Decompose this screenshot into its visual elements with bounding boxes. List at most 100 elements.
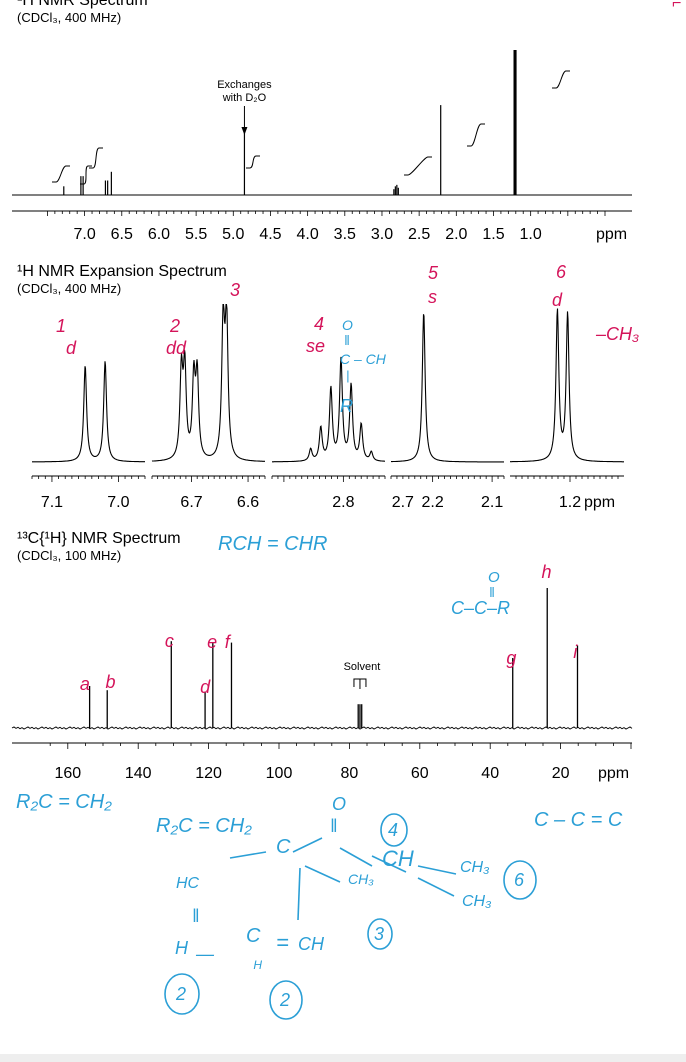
carbon-letter-c: c xyxy=(165,631,174,651)
h1-spectrum-plot: 7.0 6.5 6.0 5.5 5.0 4.5 4.0 3.5 3.0 2.5 2.0 1.5 1.0 p… xyxy=(12,50,632,243)
carbon-letter-a: a xyxy=(80,674,90,694)
structure-h-small: H xyxy=(250,958,265,972)
expansion-trace-3 xyxy=(272,356,385,463)
h1-tick-label: 2.0 xyxy=(445,226,467,243)
c13-spectrum-title: ¹³C{¹H} NMR Spectrum xyxy=(17,530,181,547)
carbon-letter-i: i xyxy=(573,642,578,662)
structure-c: C xyxy=(276,836,291,858)
c-ketone-double-bond: ‖ xyxy=(489,584,495,600)
c13-tick-label: 80 xyxy=(341,765,359,782)
multiplicity-6: d xyxy=(552,290,563,310)
peak-number-4: 4 xyxy=(314,314,324,334)
structure-bond-left: — xyxy=(195,944,215,964)
h1-tick-label: 4.0 xyxy=(297,226,319,243)
c-ketone-o: O xyxy=(488,569,500,586)
h1-tick-label: 5.0 xyxy=(222,226,244,243)
c13-tick-label: 40 xyxy=(481,765,499,782)
expansion-unit-label: ppm xyxy=(584,494,615,511)
h1-tick-label: 6.5 xyxy=(111,226,133,243)
c13-spectrum-title-block: ¹³C{¹H} NMR Spectrum (CDCl₃, 100 MHz) xyxy=(17,530,181,563)
structure-bond-7 xyxy=(297,867,301,921)
structure-ch3-a: CH₃ xyxy=(460,859,489,876)
carbon-letter-h: h xyxy=(542,562,552,582)
h1-tick-label: 6.0 xyxy=(148,226,170,243)
structure-ch-ring: CH xyxy=(298,934,325,954)
h1-annotation-line1: Exchanges xyxy=(217,79,272,91)
h1-integral-6 xyxy=(552,70,570,89)
c13-unit-label: ppm xyxy=(598,765,629,782)
h1-tick-label: 4.5 xyxy=(259,226,281,243)
multiplicity-2: dd xyxy=(166,338,187,358)
circled-count-2 xyxy=(503,860,537,900)
c13-tick-label: 160 xyxy=(54,765,81,782)
h1-integral-4 xyxy=(404,156,432,176)
expansion-tick-label: 2.7 xyxy=(392,494,414,511)
h1-spectrum-title-block: ¹H NMR Spectrum (CDCl₃, 400 MHz) xyxy=(17,0,148,25)
multiplicity-1: d xyxy=(66,338,77,358)
expansion-trace-1 xyxy=(32,361,145,463)
structure-hc-double-bond: ‖ xyxy=(192,906,199,926)
h1-tick-label: 7.0 xyxy=(73,226,95,243)
structure-bond-4 xyxy=(371,855,407,873)
structure-bond-6 xyxy=(417,877,455,897)
c13-spectrum-conditions: (CDCl₃, 100 MHz) xyxy=(17,548,122,563)
h1-tick-label: 3.5 xyxy=(334,226,356,243)
c-ketone-chain: C–C–R xyxy=(451,598,510,618)
h1-spectrum-conditions: (CDCl₃, 400 MHz) xyxy=(17,10,122,25)
h1-tick-label: 2.5 xyxy=(408,226,430,243)
peak-number-5: 5 xyxy=(428,263,439,283)
ch3-note: –CH₃ xyxy=(595,324,639,344)
expansion-tick-label: 2.2 xyxy=(422,494,444,511)
expansion-tick-label: 7.0 xyxy=(107,494,129,511)
r2c-ch2-note: R₂C = CH₂ xyxy=(16,791,112,813)
c13-solvent-bracket xyxy=(353,678,367,689)
window-bottom-bar xyxy=(0,1054,686,1062)
h1-expansion-title: ¹H NMR Expansion Spectrum xyxy=(17,263,227,280)
expansion-tick-label: 2.1 xyxy=(481,494,503,511)
c13-solvent-label: Solvent xyxy=(344,661,381,673)
ketone-c-ch: C – CH xyxy=(340,351,387,367)
structure-double-bond: = xyxy=(276,930,289,955)
circled-count-4 xyxy=(269,980,303,1020)
h1-integral-5 xyxy=(467,123,485,147)
carbon-letter-e: e xyxy=(207,632,217,652)
h1-tick-label: 5.5 xyxy=(185,226,207,243)
expansion-tick-label: 2.8 xyxy=(332,494,354,511)
ketone-r: R xyxy=(340,396,353,416)
ketone-o: O xyxy=(342,317,353,333)
circled-count-label-2: 6 xyxy=(514,870,525,890)
expansion-trace-5 xyxy=(510,308,624,463)
circled-count-label-1: 3 xyxy=(374,924,384,944)
h1-integral-0 xyxy=(52,165,70,183)
ketone-double-bond: ‖ xyxy=(344,332,350,348)
peak-number-1: 1 xyxy=(56,316,66,336)
structure-ch: CH xyxy=(382,846,414,871)
structure-ch3: CH₃ xyxy=(348,871,374,887)
expansion-tick-label: 6.6 xyxy=(237,494,259,511)
c13-spectrum-plot: 160 140 120 100 80 60 40 20 ppm Solvent xyxy=(11,588,633,782)
c13-tick-label: 100 xyxy=(266,765,293,782)
circled-count-label-3: 2 xyxy=(175,984,186,1004)
multiplicity-4: se xyxy=(306,336,325,356)
structure-bond-5 xyxy=(417,865,457,875)
structure-co-double-bond: ‖ xyxy=(330,816,337,836)
multiplicity-5: s xyxy=(428,287,437,307)
circled-count-label-0: 4 xyxy=(388,820,398,840)
expansion-trace-4 xyxy=(391,314,504,463)
rch-note: RCH = CHR xyxy=(218,533,327,555)
expansion-tick-label: 7.1 xyxy=(41,494,63,511)
circled-count-1 xyxy=(367,918,393,950)
structure-h: H xyxy=(175,938,189,958)
structure-bond-0 xyxy=(229,851,267,859)
peak-number-3: 3 xyxy=(230,280,240,300)
circled-count-3 xyxy=(164,973,200,1015)
carbon-letter-b: b xyxy=(106,672,116,692)
peak-number-2: 2 xyxy=(169,316,180,336)
c13-tick-label: 120 xyxy=(195,765,222,782)
structure-bond-2 xyxy=(304,865,341,883)
c13-baseline xyxy=(11,726,633,730)
h1-integral-3 xyxy=(246,155,260,169)
h1-tick-label: 3.0 xyxy=(371,226,393,243)
